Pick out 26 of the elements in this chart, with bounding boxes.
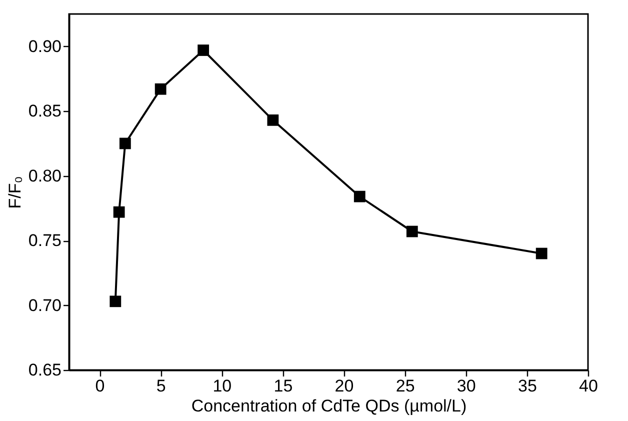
y-tick-label: 0.70: [28, 296, 62, 315]
x-tick-label: 5: [156, 376, 166, 396]
point: [354, 190, 366, 202]
point: [110, 296, 122, 308]
x-tick-label: 40: [579, 376, 598, 396]
y-tick-label: 0.75: [28, 231, 62, 250]
point: [267, 114, 279, 126]
y-tick-label: 0.65: [28, 360, 62, 380]
x-axis-title: Concentration of CdTe QDs (µmol/L): [191, 396, 467, 416]
x-tick-label: 20: [334, 376, 354, 396]
point: [113, 206, 125, 218]
y-tick-label: 0.80: [28, 166, 62, 186]
x-tick-label: 0: [95, 376, 105, 396]
point: [536, 248, 548, 260]
y-axis-title: F/F₀: [5, 176, 24, 209]
point: [119, 138, 131, 150]
x-tick-label: 10: [212, 376, 232, 396]
point: [406, 226, 418, 238]
point: [154, 83, 166, 95]
y-tick-label: 0.90: [28, 36, 62, 56]
x-tick-label: 30: [456, 376, 476, 396]
x-tick-label: 25: [396, 376, 415, 396]
y-tick-label: 0.85: [28, 102, 62, 121]
point: [198, 44, 210, 56]
x-tick-label: 35: [518, 376, 537, 396]
x-tick-label: 15: [274, 376, 293, 396]
